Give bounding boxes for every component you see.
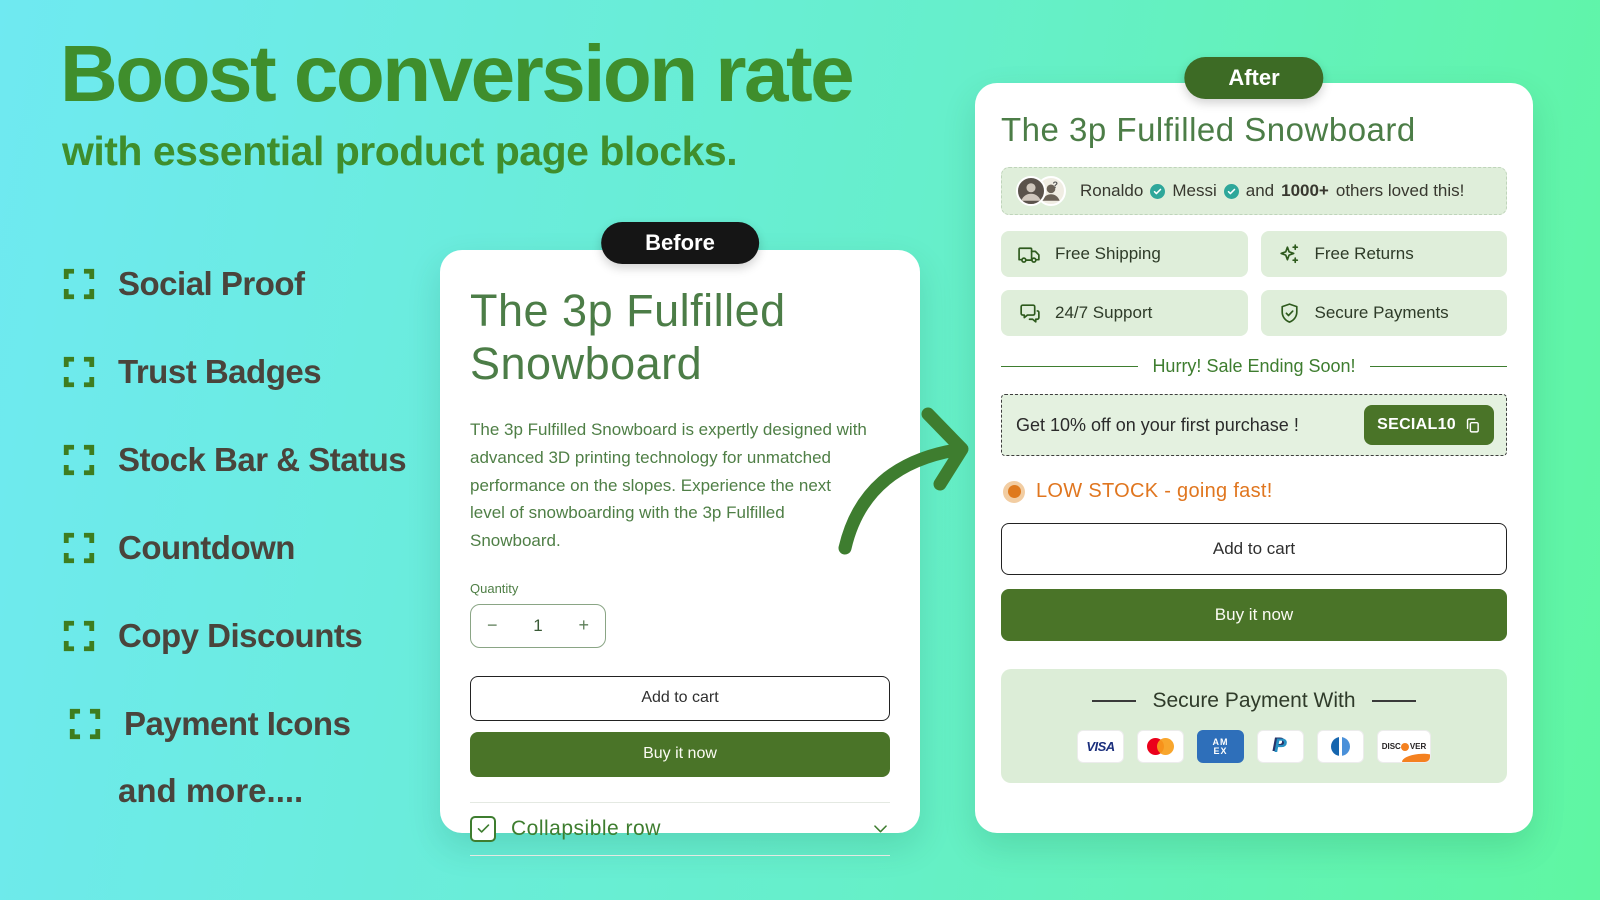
quantity-increase-button[interactable]: + [578,615,589,636]
add-to-cart-button[interactable]: Add to cart [470,675,890,721]
chat-icon [1020,303,1040,323]
sparkles-icon [1279,243,1298,263]
avatar [1016,176,1046,206]
buy-it-now-button[interactable]: Buy it now [1001,589,1507,641]
urgency-text: Hurry! Sale Ending Soon! [1152,356,1356,376]
frame-corners-icon [63,532,95,564]
divider-line [1369,365,1507,368]
trust-badge-secure-payments: Secure Payments [1260,290,1507,336]
after-badge: After [1184,57,1324,99]
amex-icon: AM EX [1197,730,1244,763]
stock-status: LOW STOCK - going fast! [1001,480,1507,503]
payment-icons-row: VISA AM EX P DISC VER [1001,730,1507,763]
social-proof-count: 1000+ [1281,181,1329,200]
page-subtitle: with essential product page blocks. [62,128,738,174]
truck-icon [1018,246,1040,263]
more-features-text: and more.... [118,772,304,809]
add-to-cart-button[interactable]: Add to cart [1001,523,1507,575]
coupon-text: Get 10% off on your first purchase ! [1016,414,1299,435]
product-title: The 3p Fulfilled Snowboard [1001,111,1416,148]
secure-payment-section: Secure Payment With VISA AM EX P DISC [1001,669,1507,783]
copy-coupon-button[interactable]: SECIAL10 [1364,405,1494,445]
payment-title-row: Secure Payment With [1001,689,1507,713]
social-proof-connector: and [1245,181,1275,200]
feature-item-payment-icons: Payment Icons [68,702,406,746]
low-stock-icon [1003,480,1025,503]
frame-corners-icon [63,356,95,388]
divider [470,801,890,803]
chevron-down-icon[interactable] [871,819,890,838]
social-proof-name: Ronaldo [1080,181,1144,200]
avatar-question-glyph: ? [1052,180,1059,190]
after-product-card: After The 3p Fulfilled Snowboard ? Ronal… [975,57,1533,833]
feature-label: Trust Badges [118,353,322,390]
collapsible-checkbox[interactable] [470,815,496,842]
discover-icon: DISC VER [1377,730,1431,763]
avatar-group: ? [1016,176,1066,206]
verified-check-icon [1223,183,1239,199]
page-title: Boost conversion rate [60,29,855,118]
divider-line [1001,365,1139,368]
trust-badge-free-returns: Free Returns [1260,231,1507,277]
trust-badge-label: Free Returns [1314,244,1414,263]
frame-corners-icon [63,268,95,300]
trust-badge-free-shipping: Free Shipping [1001,231,1248,277]
quantity-decrease-button[interactable]: − [487,615,498,636]
collapsible-row[interactable]: Collapsible row [470,803,890,855]
before-to-after-arrow [822,388,982,568]
product-description: The 3p Fulfilled Snowboard is expertly d… [470,420,867,550]
coupon-code: SECIAL10 [1377,416,1456,433]
feature-item-stock-bar: Stock Bar & Status [62,438,407,482]
feature-label: Stock Bar & Status [118,441,407,478]
before-badge: Before [601,222,759,264]
feature-label: Payment Icons [124,705,351,742]
feature-item-trust-badges: Trust Badges [62,350,406,394]
divider-line [1092,700,1137,702]
trust-badge-label: 24/7 Support [1055,303,1153,322]
divider [470,854,890,856]
quantity-stepper[interactable]: − 1 + [470,603,606,648]
quantity-label: Quantity [470,580,519,596]
diners-club-icon [1317,730,1364,763]
buy-it-now-button[interactable]: Buy it now [470,731,890,777]
trust-badges-grid: Free Shipping Free Returns 24/7 Support … [1001,231,1507,336]
frame-corners-icon [63,444,95,476]
paypal-icon: P [1257,730,1304,763]
product-title: The 3p Fulfilled Snowboard [470,285,786,390]
quantity-value: 1 [533,615,543,635]
frame-corners-icon [69,708,101,740]
social-proof-banner: ? Ronaldo Messi and 1000+ others loved t… [1001,167,1507,215]
trust-badge-support: 24/7 Support [1001,290,1248,336]
frame-corners-icon [63,620,95,652]
social-proof-name: Messi [1172,181,1217,200]
shield-check-icon [1280,302,1298,323]
feature-item-social-proof: Social Proof [62,262,406,306]
check-icon [477,824,489,833]
verified-check-icon [1150,183,1166,199]
feature-list: Social Proof Trust Badges Stock Bar & St… [62,262,407,790]
stock-status-text: LOW STOCK - going fast! [1036,480,1273,502]
social-proof-suffix: others loved this! [1335,181,1465,200]
feature-label: Copy Discounts [118,617,363,654]
social-proof-text: Ronaldo Messi and 1000+ others loved thi… [1080,181,1464,201]
urgency-divider: Hurry! Sale Ending Soon! [1001,356,1507,377]
coupon-banner: Get 10% off on your first purchase ! SEC… [1001,394,1507,456]
feature-label: Social Proof [118,265,305,302]
feature-label: Countdown [118,529,295,566]
trust-badge-label: Secure Payments [1314,303,1449,322]
collapsible-row-label: Collapsible row [511,816,661,840]
trust-badge-label: Free Shipping [1055,244,1161,263]
feature-item-copy-discounts: Copy Discounts [62,614,406,658]
visa-icon: VISA [1077,730,1124,763]
copy-icon [1466,417,1479,433]
mastercard-icon [1137,730,1184,763]
feature-item-countdown: Countdown [62,526,406,570]
payment-title: Secure Payment With [1152,689,1356,712]
divider-line [1371,700,1416,702]
